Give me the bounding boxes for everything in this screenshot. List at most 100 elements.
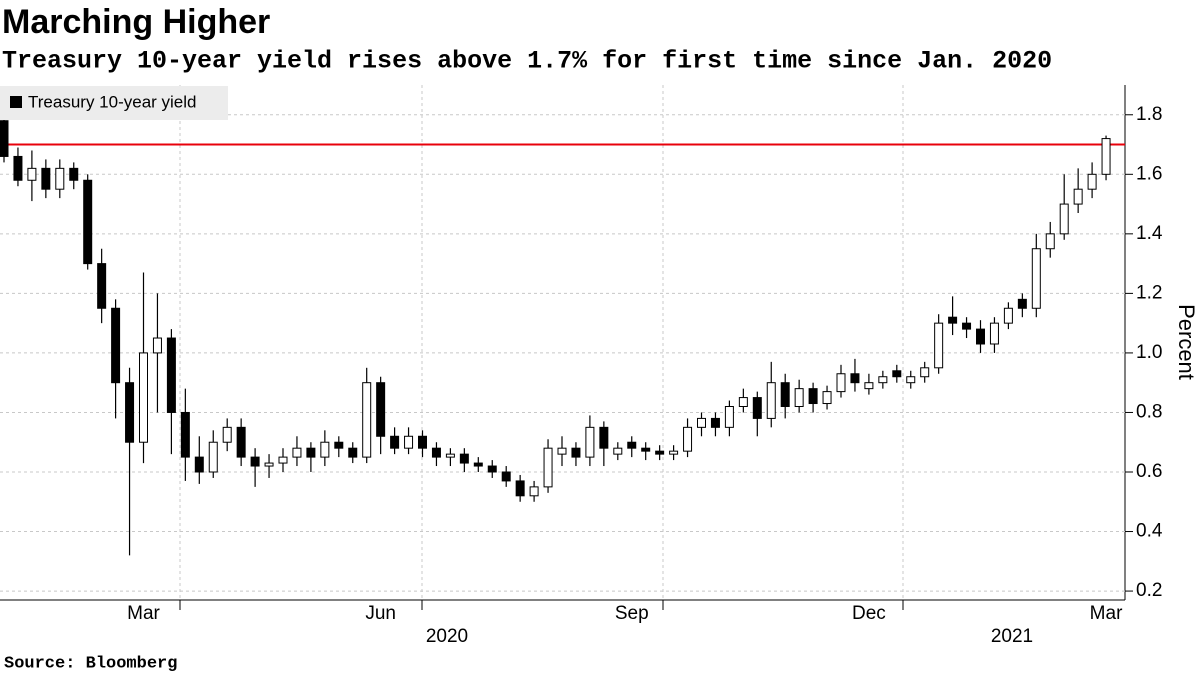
candle-body [794,388,804,408]
candle-body [529,486,539,497]
candle-body [320,441,330,458]
candle-body [152,337,162,354]
candle-body [69,167,79,181]
candle-body [1017,298,1027,309]
candle-body [111,307,121,384]
y-tick-label: 1.4 [1136,223,1163,244]
candle-body [962,322,972,330]
y-axis-label: Percent [1174,304,1199,380]
candle-body [362,382,372,458]
candle-body [334,441,344,449]
candle-body [515,480,525,497]
candle-body [724,406,734,428]
candle-body [13,155,23,181]
legend-swatch [10,96,22,108]
x-axis [0,85,1126,610]
candle-body [641,447,651,452]
x-tick-label: Jun [365,603,396,624]
candle-body [41,167,51,190]
candle-body [306,447,316,458]
candle-body [1003,307,1013,324]
candle-body [822,391,832,405]
x-tick-label: Mar [1090,603,1123,624]
candle-body [264,462,274,467]
candle-body [934,322,944,369]
candle-body [55,167,65,190]
candle-body [250,456,260,467]
candle-body [864,382,874,390]
candle-body [404,435,414,449]
candle-body [613,447,623,455]
candle-body [1073,188,1083,205]
candle-body [278,456,288,464]
y-tick-label: 0.2 [1136,580,1162,601]
candle-body [208,441,218,473]
candle-body [892,370,902,378]
y-tick-label: 1.0 [1136,342,1162,363]
candle-body [139,352,148,443]
y-tick-label: 1.2 [1136,282,1162,303]
candle-body [418,435,427,449]
candle-body [585,426,595,458]
candle-body [487,465,497,473]
candle-body [390,435,400,449]
candle-body [180,411,190,458]
candle-body [976,328,985,345]
candle-body [738,397,748,408]
candle-body [710,417,720,428]
candle-body [431,447,441,458]
chart-title: Marching Higher [2,3,270,41]
y-tick-label: 0.8 [1136,401,1162,422]
candle-body [697,417,706,428]
candle-body [850,373,860,384]
candle-body [989,322,999,345]
candle-body [222,426,232,443]
candle-body [27,167,37,181]
candle-body [766,382,776,419]
candle-body [292,447,302,458]
candle-body [557,447,567,455]
year-label: 2021 [991,626,1033,647]
candle-body [571,447,581,458]
year-label: 2020 [426,626,468,647]
y-tick-label: 0.6 [1136,461,1162,482]
candle-body [543,447,553,488]
candle-body [83,179,93,265]
legend-label: Treasury 10-year yield [28,92,197,111]
candle-body [1059,203,1069,235]
candle-body [1101,138,1111,175]
candle-body [906,376,916,384]
candle-body [348,447,358,458]
candle-body [808,388,818,405]
candle-body [780,382,790,408]
candle-body [0,120,9,157]
candle-body [125,382,135,443]
legend-box [0,86,228,120]
candle-body [683,426,693,452]
candle-body [194,456,204,473]
candle-body [97,263,107,309]
x-grid [179,85,904,600]
candle-body [166,337,176,413]
x-tick-label: Dec [852,603,886,624]
candle-body [669,450,679,455]
source: Source: Bloomberg [4,654,177,673]
candle-body [473,462,483,467]
candle-body [376,382,386,437]
candle-body [459,453,469,464]
candle-body [627,441,637,449]
candle-body [1087,173,1097,190]
candle-body [501,471,511,482]
candle-body [920,367,930,378]
candle-body [236,426,246,458]
candle-body [655,450,665,455]
x-tick-label: Mar [127,603,160,624]
candle-body [1031,248,1041,309]
x-tick-label: Sep [615,603,649,624]
candle-body [752,397,762,419]
candle-body [878,376,888,384]
candle-body [599,426,609,449]
candle-body [948,316,958,324]
y-tick-label: 1.8 [1136,104,1162,125]
